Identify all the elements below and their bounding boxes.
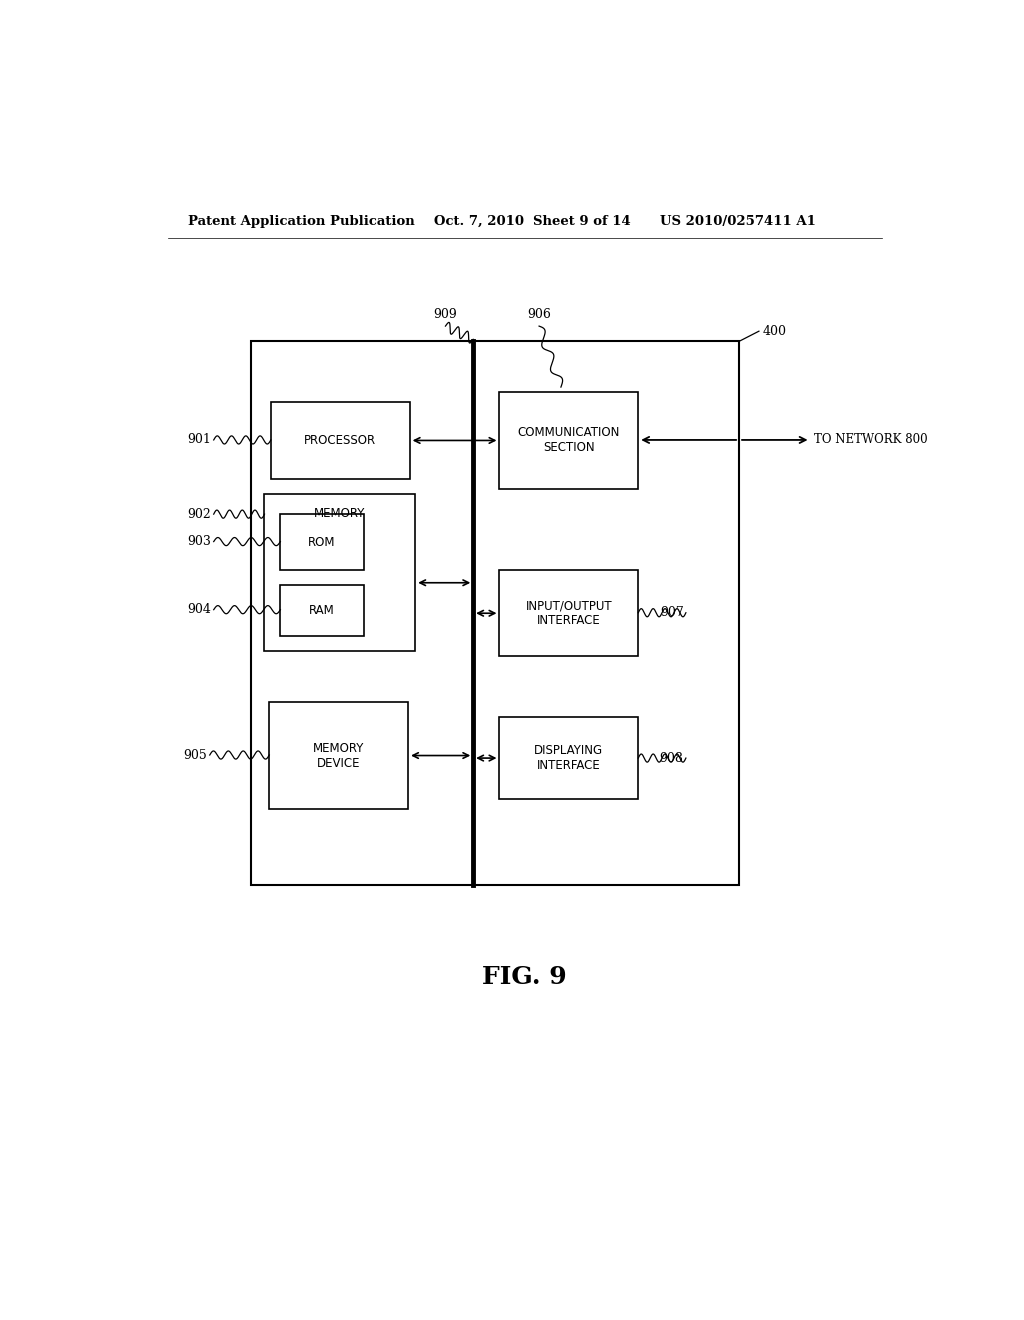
Text: Oct. 7, 2010: Oct. 7, 2010 bbox=[433, 215, 523, 228]
Bar bbox=[264, 494, 416, 651]
Bar bbox=[500, 392, 638, 488]
Bar bbox=[251, 342, 739, 886]
Bar bbox=[500, 570, 638, 656]
Text: 906: 906 bbox=[527, 308, 551, 321]
Text: INPUT/OUTPUT
INTERFACE: INPUT/OUTPUT INTERFACE bbox=[525, 599, 612, 627]
Text: Patent Application Publication: Patent Application Publication bbox=[187, 215, 415, 228]
Text: 907: 907 bbox=[659, 606, 684, 619]
Text: FIG. 9: FIG. 9 bbox=[482, 965, 567, 989]
Text: DISPLAYING
INTERFACE: DISPLAYING INTERFACE bbox=[535, 744, 603, 772]
Text: TO NETWORK 800: TO NETWORK 800 bbox=[814, 433, 928, 446]
Bar bbox=[269, 702, 409, 809]
Text: MEMORY
DEVICE: MEMORY DEVICE bbox=[313, 742, 365, 770]
Text: ROM: ROM bbox=[308, 536, 336, 549]
Text: 904: 904 bbox=[187, 603, 211, 616]
Text: 909: 909 bbox=[433, 308, 458, 321]
Text: 400: 400 bbox=[763, 325, 786, 338]
Text: US 2010/0257411 A1: US 2010/0257411 A1 bbox=[659, 215, 815, 228]
Text: COMMUNICATION
SECTION: COMMUNICATION SECTION bbox=[518, 426, 621, 454]
Text: 908: 908 bbox=[659, 751, 684, 764]
Bar bbox=[281, 515, 364, 570]
Text: RAM: RAM bbox=[309, 605, 335, 618]
Bar bbox=[270, 403, 410, 479]
Text: MEMORY: MEMORY bbox=[314, 507, 366, 520]
Text: 905: 905 bbox=[183, 748, 207, 762]
Text: 901: 901 bbox=[187, 433, 211, 446]
Bar bbox=[281, 585, 364, 636]
Bar bbox=[500, 718, 638, 799]
Text: PROCESSOR: PROCESSOR bbox=[304, 434, 377, 447]
Text: 902: 902 bbox=[187, 508, 211, 520]
Text: Sheet 9 of 14: Sheet 9 of 14 bbox=[532, 215, 631, 228]
Text: 903: 903 bbox=[187, 535, 211, 548]
